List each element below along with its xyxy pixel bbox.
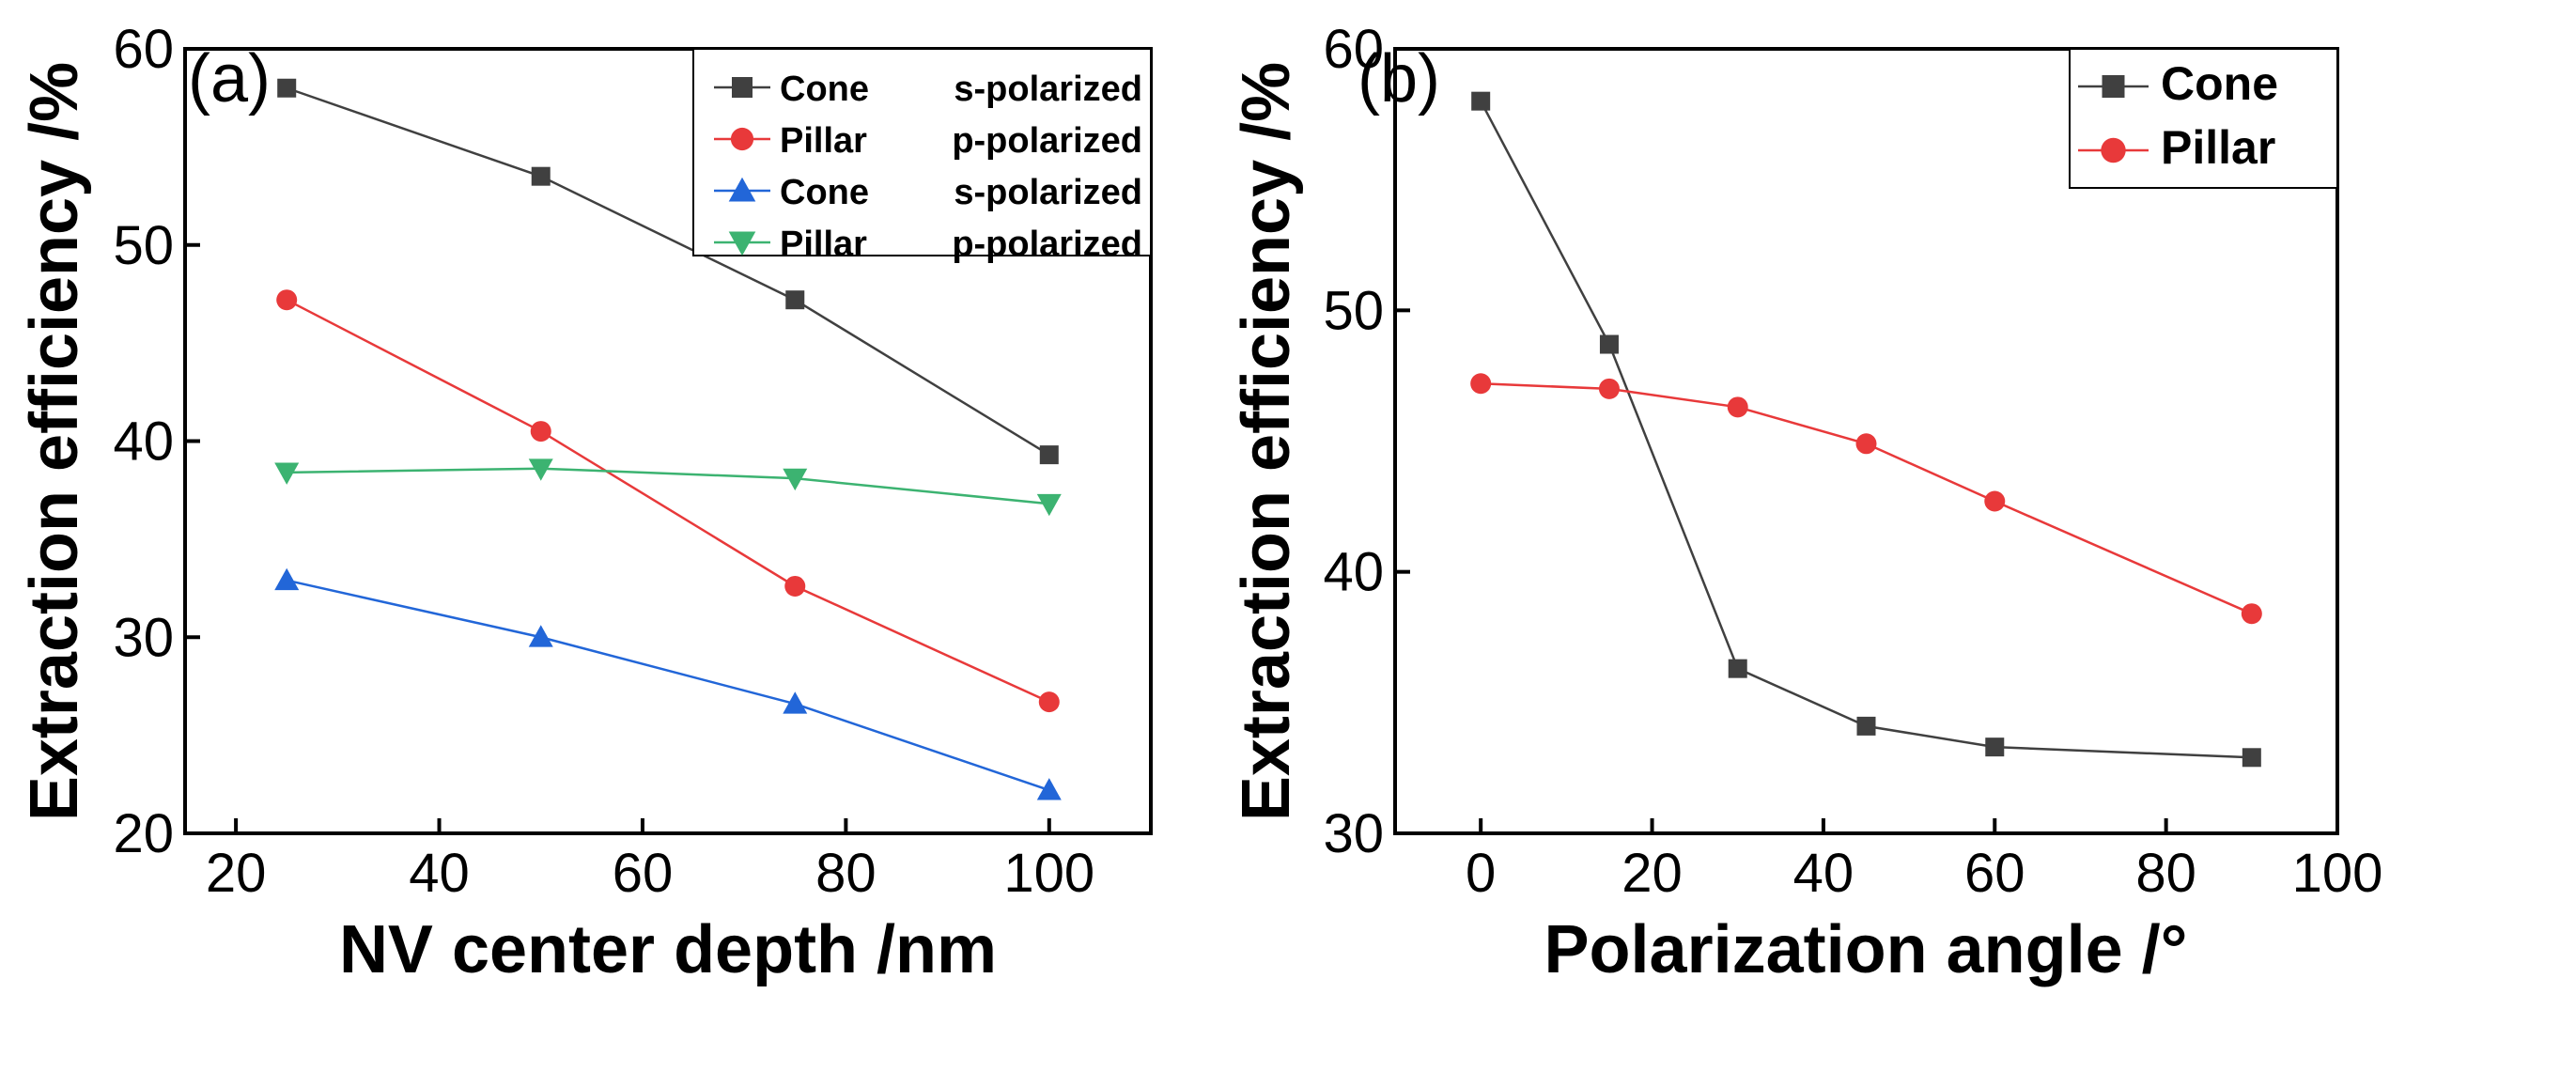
- panel-b-legend-box: [2069, 48, 2338, 189]
- panel-a-data-point: [531, 166, 551, 186]
- panel-a-data-point: [783, 468, 808, 491]
- panel-a-legend-polarization: s-polarized: [954, 173, 1142, 212]
- panel-b-x-tick-label: 40: [1793, 843, 1854, 904]
- panel-b-data-point: [1471, 91, 1491, 111]
- panel-a-data-point: [1036, 778, 1062, 800]
- panel-a-legend-box: [692, 48, 1152, 256]
- panel-a-x-tick-label: 80: [815, 843, 877, 904]
- panel-b-data-point: [2242, 748, 2261, 768]
- panel-a-y-tick-label: 20: [113, 803, 174, 864]
- panel-a-data-point: [1039, 445, 1059, 465]
- panel-a-x-tick-label: 60: [613, 843, 674, 904]
- panel-b-legend-label: Cone: [2161, 57, 2278, 110]
- panel-b-series-line-1: [1480, 101, 2252, 759]
- panel-a-x-tick-label: 40: [409, 843, 470, 904]
- panel-a-x-tick-label: 100: [1003, 843, 1094, 904]
- panel-b-legend-marker: [2101, 137, 2126, 163]
- panel-b-series-line-2: [1481, 382, 2253, 615]
- panel-a-data-point: [785, 290, 805, 310]
- panel-a-data-point: [528, 458, 553, 481]
- panel-b-legend-marker: [2102, 75, 2125, 98]
- panel-a-legend-marker: [730, 127, 754, 151]
- panel-b-data-point: [2241, 603, 2262, 625]
- panel-b-chart: 0 20 40 60 80 100 30 40 50 60 (b) Polarization an…: [1229, 19, 2382, 987]
- panel-a-data-point: [530, 421, 551, 443]
- panel-b-data-point: [1985, 738, 2005, 757]
- panel-b-y-tick-label: 60: [1323, 19, 1384, 80]
- panel-b-data-point: [1855, 433, 1877, 455]
- panel-a-y-tick-label: 40: [113, 412, 174, 473]
- panel-b-x-tick-label: 100: [2292, 843, 2383, 904]
- panel-a-y-tick-label: 60: [113, 19, 174, 80]
- panel-a-legend-label: Cone: [780, 70, 869, 109]
- panel-b-x-tick-label: 60: [1964, 843, 2025, 904]
- panel-b-x-tick-label: 20: [1622, 843, 1683, 904]
- panel-a-data-point: [1038, 691, 1060, 713]
- panel-b-x-axis-title: Polarization angle /°: [1544, 912, 2188, 987]
- panel-a-series-line-1: [286, 86, 1050, 457]
- panel-a-label: (a): [188, 41, 271, 116]
- panel-b-data-point: [1598, 378, 1620, 399]
- panel-a-x-axis-title: NV center depth /nm: [339, 912, 997, 987]
- panel-b-legend: Cone Pillar: [2069, 48, 2338, 189]
- panel-b-x-tick-label: 0: [1466, 843, 1496, 904]
- panel-a-legend-label: Pillar: [780, 225, 867, 264]
- panel-a-y-tick-label: 30: [113, 607, 174, 668]
- panel-b-y-tick-label: 30: [1323, 803, 1384, 864]
- panel-b-data-point: [1856, 716, 1876, 736]
- panel-b-y-tick-label: 50: [1323, 280, 1384, 341]
- panel-a-legend-marker: [728, 231, 756, 256]
- panel-a-data-point: [1036, 493, 1062, 517]
- panel-a-legend-marker: [728, 177, 756, 202]
- panel-a-data-point: [274, 567, 300, 591]
- panel-b-y-tick-label: 40: [1323, 542, 1384, 603]
- panel-a-data-point: [277, 78, 297, 98]
- panel-a-data-point: [274, 462, 300, 485]
- panel-a-legend: Cone s-polarized Pillar p-polarized Cone s-po…: [692, 48, 1152, 264]
- panel-a-data-point: [276, 289, 298, 311]
- panel-a-series-line-3: [286, 579, 1050, 792]
- panel-a-series-line-2: [286, 299, 1050, 704]
- panel-b-data-point: [1728, 659, 1747, 678]
- panel-a-data-point: [783, 691, 808, 714]
- panel-a-x-tick-label: 20: [206, 843, 267, 904]
- panel-b-x-tick-label: 80: [2135, 843, 2196, 904]
- panel-a-y-axis-title: Extraction efficiency /%: [17, 62, 92, 821]
- panel-a-series-line-4: [287, 467, 1049, 505]
- panel-b-data-point: [1599, 334, 1619, 354]
- panel-a-legend-polarization: s-polarized: [954, 70, 1142, 109]
- panel-a-chart: 20 40 60 80 100 20 30 40 50 60 (a) NV center dept…: [17, 19, 1153, 987]
- panel-b-plot-frame: [1393, 47, 2339, 835]
- panel-a-y-tick-label: 50: [113, 215, 174, 276]
- panel-a-legend-label: Pillar: [780, 121, 867, 161]
- panel-a-legend-polarization: p-polarized: [952, 225, 1142, 264]
- panel-b-label: (b): [1358, 41, 1440, 116]
- panel-a-data-point: [528, 625, 553, 647]
- panel-b-legend-label: Pillar: [2161, 121, 2275, 174]
- panel-b-y-axis-title: Extraction efficiency /%: [1229, 62, 1304, 821]
- panel-b-data-point: [1727, 396, 1748, 418]
- panel-a-legend-polarization: p-polarized: [952, 121, 1142, 161]
- panel-a-legend-label: Cone: [780, 173, 869, 212]
- panel-b-data-point: [1470, 373, 1492, 395]
- panel-b-data-point: [1984, 490, 2006, 512]
- panel-a-data-point: [784, 575, 806, 597]
- panel-a-legend-marker: [732, 77, 753, 98]
